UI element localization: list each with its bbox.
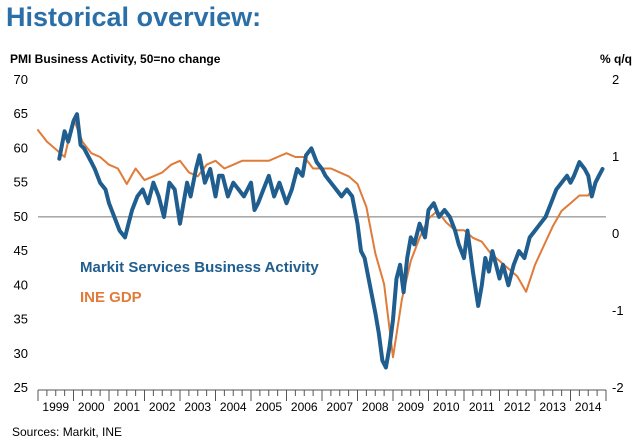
right-axis-label: % q/q bbox=[600, 52, 632, 66]
y2-tick-label: 2 bbox=[612, 72, 619, 87]
x-tick-label: 2005 bbox=[255, 400, 282, 414]
x-tick-label: 2003 bbox=[184, 400, 211, 414]
series-line-markit-services bbox=[57, 112, 605, 370]
y-tick-label: 65 bbox=[14, 106, 28, 121]
y2-tick-label: 1 bbox=[612, 149, 619, 164]
x-tick-label: 2014 bbox=[575, 400, 602, 414]
y-tick-label: 70 bbox=[14, 72, 28, 87]
y-tick-label: 55 bbox=[14, 175, 28, 190]
y-tick-label: 30 bbox=[14, 346, 28, 361]
y2-tick-label: 0 bbox=[612, 226, 619, 241]
x-tick-label: 2001 bbox=[113, 400, 140, 414]
x-tick-label: 2000 bbox=[78, 400, 105, 414]
y-tick-label: 60 bbox=[14, 140, 28, 155]
legend-label-ine-gdp: INE GDP bbox=[80, 289, 142, 306]
y2-tick-label: -1 bbox=[612, 303, 624, 318]
x-tick-label: 2009 bbox=[397, 400, 424, 414]
x-tick-label: 1999 bbox=[42, 400, 69, 414]
y-tick-label: 45 bbox=[14, 243, 28, 258]
x-tick-label: 2006 bbox=[291, 400, 318, 414]
page-title: Historical overview: bbox=[6, 2, 262, 32]
y2-tick-label: -2 bbox=[612, 380, 624, 395]
x-tick-label: 2012 bbox=[504, 400, 531, 414]
left-axis-label: PMI Business Activity, 50=no change bbox=[10, 52, 221, 66]
x-tick-label: 2007 bbox=[326, 400, 353, 414]
x-tick-label: 2004 bbox=[220, 400, 247, 414]
series-line-ine-gdp bbox=[37, 117, 599, 359]
y-tick-label: 50 bbox=[14, 209, 28, 224]
y-tick-label: 40 bbox=[14, 277, 28, 292]
y-tick-label: 25 bbox=[14, 380, 28, 395]
x-tick-label: 2011 bbox=[469, 400, 495, 414]
x-tick-label: 2002 bbox=[149, 400, 176, 414]
y-tick-label: 35 bbox=[14, 312, 28, 327]
x-tick-label: 2008 bbox=[362, 400, 389, 414]
source-note: Sources: Markit, INE bbox=[12, 425, 123, 439]
x-tick-label: 2013 bbox=[539, 400, 566, 414]
legend-label-markit-services: Markit Services Business Activity bbox=[80, 259, 319, 276]
x-tick-label: 2010 bbox=[433, 400, 460, 414]
